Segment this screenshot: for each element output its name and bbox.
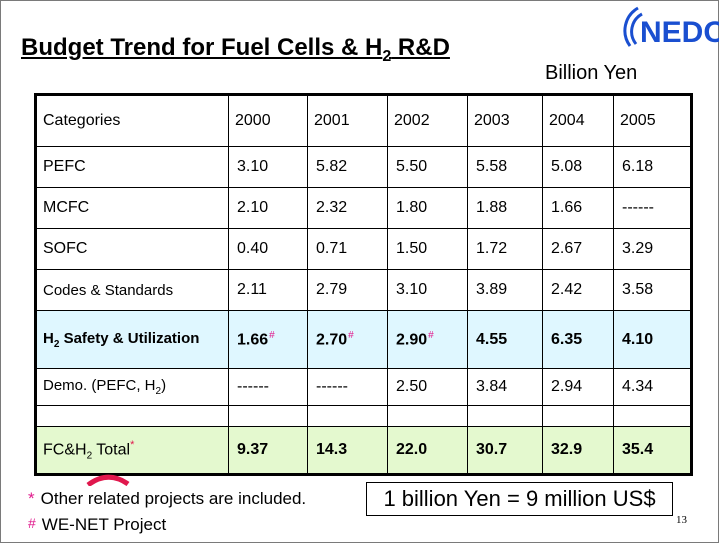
other-projects-mark: * xyxy=(130,438,135,451)
value-cell: ------ xyxy=(228,368,308,406)
value-cell: 2.32 xyxy=(307,187,388,229)
value-cell: 5.50 xyxy=(387,146,468,188)
header-cell: 2003 xyxy=(467,94,543,147)
header-cell: 2001 xyxy=(307,94,388,147)
table-row-safety: H2 Safety & Utilization 1.66# 2.70# 2.90… xyxy=(35,310,692,369)
value-cell: 2.50 xyxy=(387,368,468,406)
value-cell: 5.58 xyxy=(467,146,543,188)
value-cell: 3.10 xyxy=(228,146,308,188)
row-label: Codes & Standards xyxy=(35,269,229,311)
header-cell: 2002 xyxy=(387,94,468,147)
header-cell: 2000 xyxy=(228,94,308,147)
value-cell: 5.82 xyxy=(307,146,388,188)
value-cell: 1.66# xyxy=(228,310,308,369)
value-cell: 5.08 xyxy=(542,146,614,188)
page-number: 13 xyxy=(676,514,687,526)
value-cell: 14.3 xyxy=(307,426,388,475)
value-cell: 2.94 xyxy=(542,368,614,406)
value-cell: 9.37 xyxy=(228,426,308,475)
svg-text:NEDO: NEDO xyxy=(640,16,719,49)
value-cell: 3.84 xyxy=(467,368,543,406)
table-row: MCFC 2.10 2.32 1.80 1.88 1.66 ------ xyxy=(35,187,692,229)
value-cell: 35.4 xyxy=(613,426,692,475)
nedo-logo: NEDO xyxy=(612,0,719,60)
value-cell: 4.10 xyxy=(613,310,692,369)
value-cell: 2.67 xyxy=(542,228,614,270)
value-cell: 3.29 xyxy=(613,228,692,270)
value-cell: 1.80 xyxy=(387,187,468,229)
we-net-mark: # xyxy=(348,329,354,341)
value-cell: 1.88 xyxy=(467,187,543,229)
table-row-demo: Demo. (PEFC, H2) ------ ------ 2.50 3.84… xyxy=(35,368,692,406)
table-row: PEFC 3.10 5.82 5.50 5.58 5.08 6.18 xyxy=(35,146,692,188)
table-row: SOFC 0.40 0.71 1.50 1.72 2.67 3.29 xyxy=(35,228,692,270)
table-spacer-row xyxy=(35,405,692,427)
budget-table: Categories 2000 2001 2002 2003 2004 2005… xyxy=(34,93,693,476)
value-cell: ------ xyxy=(307,368,388,406)
row-label: H2 Safety & Utilization xyxy=(35,310,229,369)
decorative-swoosh xyxy=(86,474,130,486)
value-cell: 1.66 xyxy=(542,187,614,229)
value-cell: 2.90# xyxy=(387,310,468,369)
value-cell: 4.34 xyxy=(613,368,692,406)
header-cell: Categories xyxy=(35,94,229,147)
header-cell: 2004 xyxy=(542,94,614,147)
value-cell: 22.0 xyxy=(387,426,468,475)
we-net-mark: # xyxy=(428,329,434,341)
row-label: Demo. (PEFC, H2) xyxy=(35,368,229,406)
value-cell: 0.40 xyxy=(228,228,308,270)
value-cell: 2.70# xyxy=(307,310,388,369)
unit-label: Billion Yen xyxy=(545,62,638,84)
footnote-we-net: # WE-NET Project xyxy=(28,515,167,534)
value-cell: 3.58 xyxy=(613,269,692,311)
page-title: Budget Trend for Fuel Cells & H2 R&D xyxy=(21,34,450,65)
value-cell: 2.10 xyxy=(228,187,308,229)
value-cell: 2.79 xyxy=(307,269,388,311)
value-cell: 3.10 xyxy=(387,269,468,311)
table-row: Codes & Standards 2.11 2.79 3.10 3.89 2.… xyxy=(35,269,692,311)
value-cell: 0.71 xyxy=(307,228,388,270)
row-label: FC&H2 Total* xyxy=(35,426,229,475)
value-cell: 2.42 xyxy=(542,269,614,311)
conversion-note: 1 billion Yen = 9 million US$ xyxy=(366,482,673,516)
value-cell: 6.18 xyxy=(613,146,692,188)
value-cell: 4.55 xyxy=(467,310,543,369)
value-cell: ------ xyxy=(613,187,692,229)
header-cell: 2005 xyxy=(613,94,692,147)
value-cell: 32.9 xyxy=(542,426,614,475)
value-cell: 1.50 xyxy=(387,228,468,270)
row-label: MCFC xyxy=(35,187,229,229)
value-cell: 3.89 xyxy=(467,269,543,311)
table-header-row: Categories 2000 2001 2002 2003 2004 2005 xyxy=(35,94,692,147)
value-cell: 30.7 xyxy=(467,426,543,475)
footnote-other-projects: * Other related projects are included. xyxy=(28,489,307,508)
value-cell: 1.72 xyxy=(467,228,543,270)
value-cell: 6.35 xyxy=(542,310,614,369)
we-net-mark: # xyxy=(269,329,275,341)
table-row-total: FC&H2 Total* 9.37 14.3 22.0 30.7 32.9 35… xyxy=(35,426,692,475)
value-cell: 2.11 xyxy=(228,269,308,311)
row-label: SOFC xyxy=(35,228,229,270)
row-label: PEFC xyxy=(35,146,229,188)
